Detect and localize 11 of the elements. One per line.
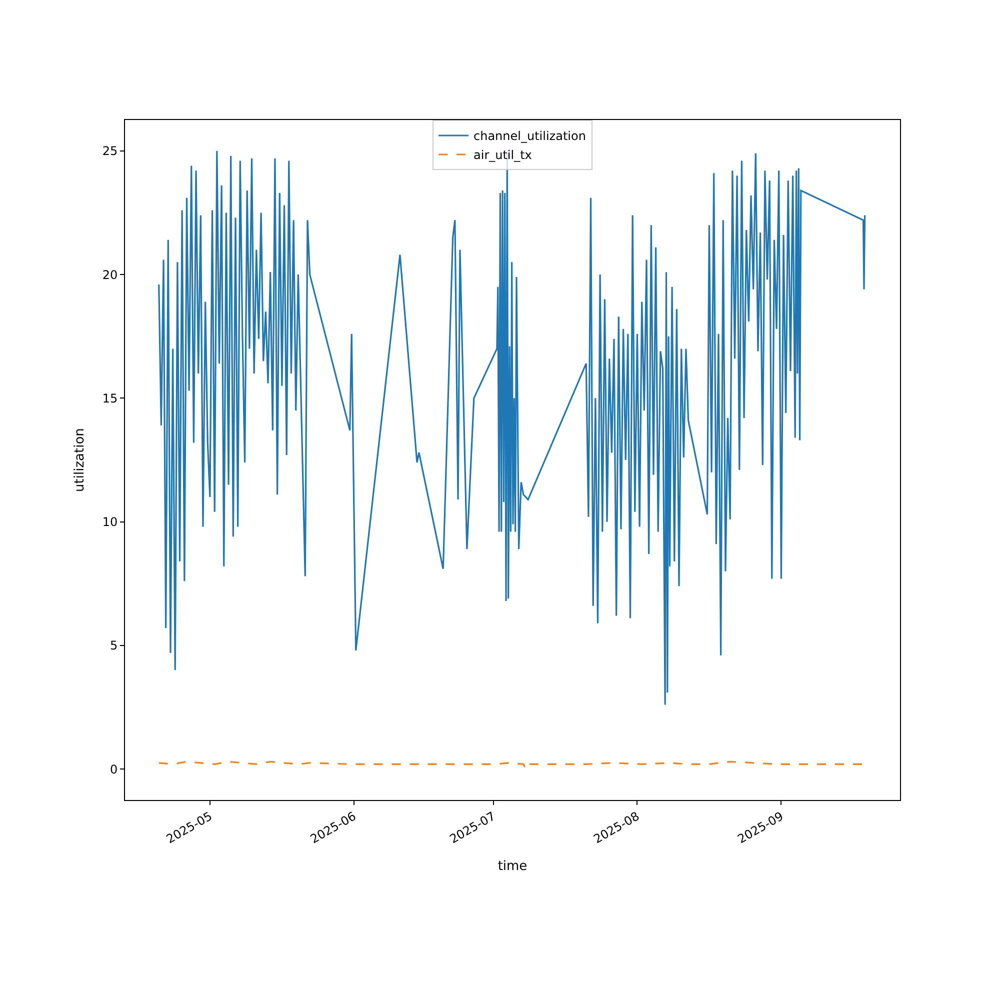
y-tick-label: 5: [110, 638, 118, 653]
legend-label: air_util_tx: [474, 148, 532, 162]
legend-label: channel_utilization: [474, 129, 586, 144]
y-tick-label: 10: [102, 515, 118, 530]
x-axis-title: time: [498, 858, 528, 874]
y-tick-label: 15: [102, 391, 118, 406]
y-axis-title: utilization: [72, 428, 88, 492]
y-tick-label: 0: [110, 762, 118, 776]
line-series: [158, 150, 866, 706]
y-tick-label: 25: [102, 144, 118, 158]
y-tick-label: 20: [102, 268, 118, 282]
